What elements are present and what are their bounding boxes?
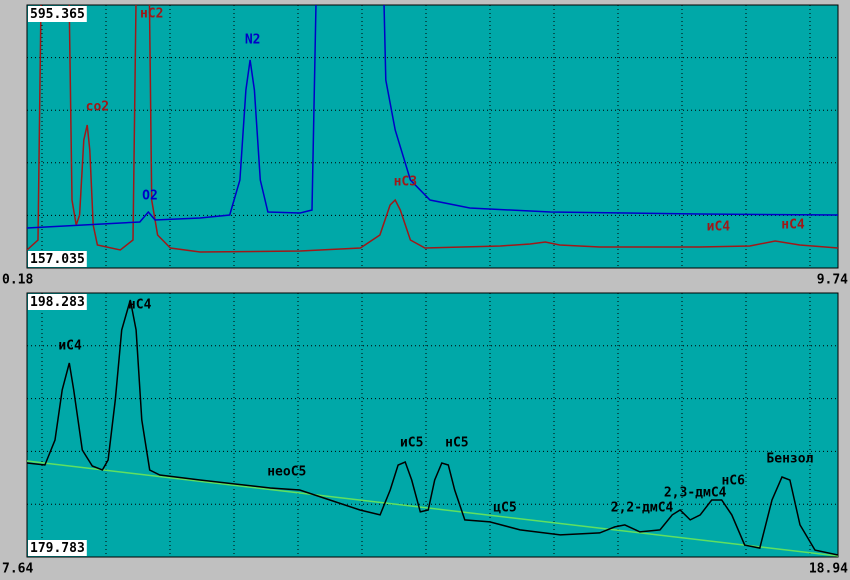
peak-label: Бензол xyxy=(766,452,813,467)
y-max-label-box xyxy=(28,294,87,310)
peak-label: нС3 xyxy=(394,174,417,189)
y-max-label-box xyxy=(28,6,87,22)
peak-label: 2,3-дмС4 xyxy=(664,485,727,500)
plot-area xyxy=(26,4,839,269)
peak-label: нС5 xyxy=(445,436,468,451)
trace xyxy=(27,5,838,253)
peak-label: co2 xyxy=(86,99,109,114)
peak-label: нС4 xyxy=(781,218,805,233)
x-min-label: 0.18 xyxy=(2,273,33,288)
traces xyxy=(27,5,838,253)
peak-label: неоС5 xyxy=(267,464,306,479)
x-min-label: 7.64 xyxy=(2,562,33,577)
peak-label: нС4 xyxy=(128,298,152,313)
peak-label: иС4 xyxy=(58,338,82,353)
plot-area xyxy=(26,292,839,558)
peak-label: O2 xyxy=(142,189,158,204)
y-max-label: 595.365 xyxy=(30,7,85,22)
traces xyxy=(27,299,838,557)
trace xyxy=(27,460,838,557)
y-min-label-box xyxy=(28,540,87,556)
peak-label: нС6 xyxy=(721,473,745,488)
trace xyxy=(27,299,838,556)
peak-label: иС5 xyxy=(400,436,423,451)
peak-label: N2 xyxy=(245,33,261,48)
y-max-label: 198.283 xyxy=(30,295,85,310)
peak-label: 2,2-дмС4 xyxy=(611,500,674,515)
peak-label: иС4 xyxy=(707,219,731,234)
x-max-label: 18.94 xyxy=(809,562,848,577)
peak-label: нС2 xyxy=(140,6,163,21)
y-min-label-box xyxy=(28,251,87,267)
x-max-label: 9.74 xyxy=(817,273,848,288)
trace xyxy=(27,5,838,229)
y-min-label: 179.783 xyxy=(30,541,85,556)
y-min-label: 157.035 xyxy=(30,252,85,267)
peak-label: цС5 xyxy=(493,500,516,515)
